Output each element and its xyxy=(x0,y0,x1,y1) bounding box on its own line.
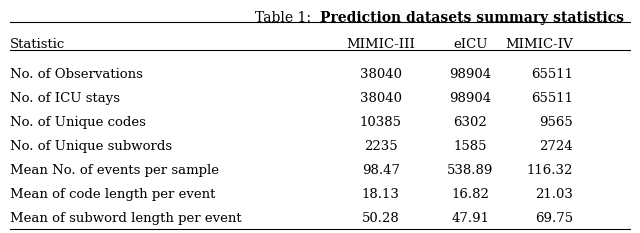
Text: Statistic: Statistic xyxy=(10,38,65,51)
Text: 98.47: 98.47 xyxy=(362,164,400,177)
Text: 2724: 2724 xyxy=(539,140,573,153)
Text: 9565: 9565 xyxy=(539,116,573,129)
Text: 6302: 6302 xyxy=(454,116,487,129)
Text: 47.91: 47.91 xyxy=(451,212,490,225)
Text: 98904: 98904 xyxy=(449,68,492,81)
Text: No. of Unique codes: No. of Unique codes xyxy=(10,116,145,129)
Text: 50.28: 50.28 xyxy=(362,212,399,225)
Text: No. of Unique subwords: No. of Unique subwords xyxy=(10,140,172,153)
Text: 21.03: 21.03 xyxy=(535,188,573,201)
Text: Mean of code length per event: Mean of code length per event xyxy=(10,188,215,201)
Text: 1585: 1585 xyxy=(454,140,487,153)
Text: Table 1:: Table 1: xyxy=(255,11,320,25)
Text: Mean of subword length per event: Mean of subword length per event xyxy=(10,212,241,225)
Text: 116.32: 116.32 xyxy=(527,164,573,177)
Text: 69.75: 69.75 xyxy=(534,212,573,225)
Text: eICU: eICU xyxy=(453,38,488,51)
Text: Prediction datasets summary statistics: Prediction datasets summary statistics xyxy=(320,11,624,25)
Text: 38040: 38040 xyxy=(360,68,402,81)
Text: 18.13: 18.13 xyxy=(362,188,400,201)
Text: 38040: 38040 xyxy=(360,92,402,105)
Text: 65511: 65511 xyxy=(531,68,573,81)
Text: 98904: 98904 xyxy=(449,92,492,105)
Text: No. of ICU stays: No. of ICU stays xyxy=(10,92,120,105)
Text: 2235: 2235 xyxy=(364,140,397,153)
Text: No. of Observations: No. of Observations xyxy=(10,68,143,81)
Text: 16.82: 16.82 xyxy=(451,188,490,201)
Text: MIMIC-III: MIMIC-III xyxy=(346,38,415,51)
Text: 10385: 10385 xyxy=(360,116,402,129)
Text: MIMIC-IV: MIMIC-IV xyxy=(505,38,573,51)
Text: Mean No. of events per sample: Mean No. of events per sample xyxy=(10,164,219,177)
Text: 65511: 65511 xyxy=(531,92,573,105)
Text: 538.89: 538.89 xyxy=(447,164,493,177)
